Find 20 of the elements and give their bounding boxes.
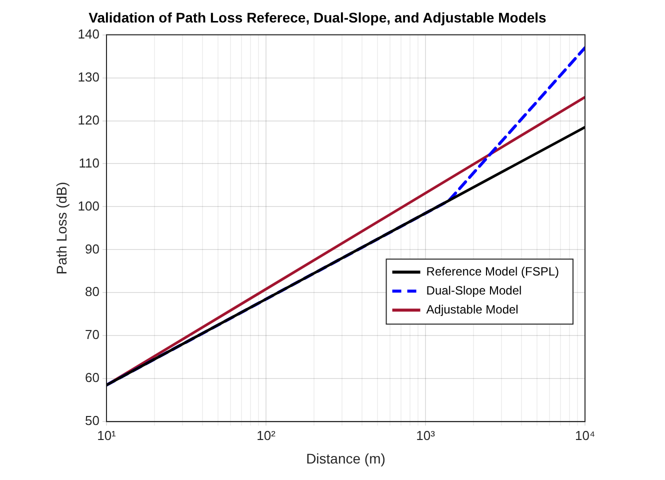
y-tick-label: 90 — [85, 241, 100, 256]
legend-label: Reference Model (FSPL) — [426, 264, 560, 278]
legend-label: Dual-Slope Model — [426, 283, 522, 298]
y-tick-label: 70 — [85, 327, 100, 342]
x-tick-label: 10³ — [416, 428, 436, 443]
x-tick-label: 10² — [256, 428, 276, 443]
legend-label: Adjustable Model — [426, 302, 518, 316]
x-tick-label: 10¹ — [97, 428, 117, 443]
y-tick-label: 80 — [85, 284, 100, 300]
y-tick-label: 110 — [78, 155, 100, 170]
y-axis-title: Path Loss (dB) — [53, 182, 70, 275]
y-tick-label: 140 — [78, 26, 100, 42]
y-tick-label: 100 — [78, 198, 100, 214]
x-tick-label: 10⁴ — [574, 428, 596, 443]
x-axis-title: Distance (m) — [306, 450, 386, 466]
y-tick-label: 120 — [78, 112, 100, 128]
y-tick-label: 50 — [85, 413, 100, 428]
chart-title: Validation of Path Loss Referece, Dual-Slope, and Adjustable Models — [88, 9, 547, 26]
y-tick-label: 130 — [78, 69, 100, 84]
y-tick-label: 60 — [85, 370, 100, 386]
